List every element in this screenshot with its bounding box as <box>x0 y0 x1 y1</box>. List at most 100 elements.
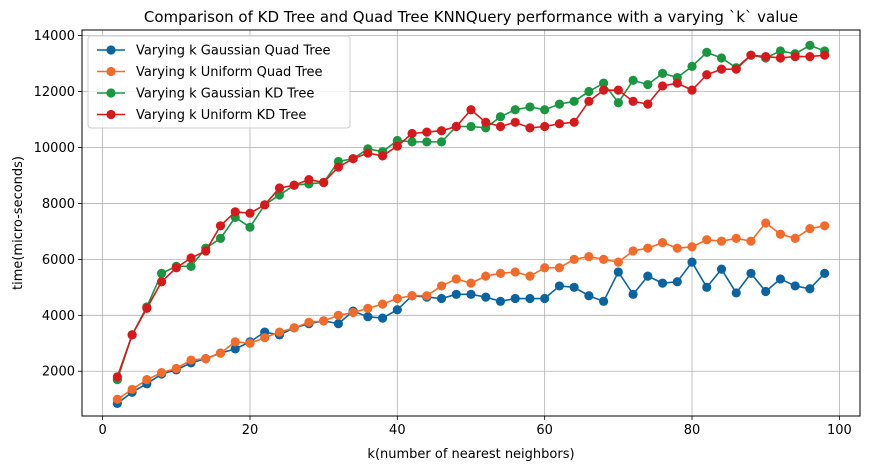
data-point <box>746 268 756 278</box>
data-point <box>377 151 388 161</box>
data-point <box>510 105 520 115</box>
plot-frame <box>81 29 861 417</box>
x-tick-label: 100 <box>827 423 852 438</box>
data-point <box>525 102 535 112</box>
data-point <box>481 271 491 281</box>
data-point <box>569 117 579 127</box>
data-point <box>628 96 638 106</box>
data-point <box>687 242 697 252</box>
data-point <box>289 323 299 333</box>
data-point <box>657 278 668 288</box>
data-point <box>245 338 255 348</box>
data-point <box>820 268 830 278</box>
data-point <box>156 268 167 278</box>
data-point <box>510 267 520 277</box>
x-tick-label: 20 <box>242 423 259 438</box>
data-point <box>584 96 594 106</box>
y-axis-label: time(micro-seconds) <box>11 156 26 290</box>
data-point <box>554 119 565 129</box>
legend-label: Varying k Uniform Quad Tree <box>136 65 323 80</box>
data-point <box>407 137 417 147</box>
data-point <box>525 293 535 304</box>
data-point <box>333 319 343 329</box>
x-tick-label: 0 <box>98 423 106 438</box>
data-point <box>451 121 461 132</box>
data-point <box>702 47 712 57</box>
data-point <box>348 307 358 318</box>
data-point <box>540 263 550 273</box>
data-point <box>569 254 579 264</box>
data-point <box>260 200 270 210</box>
x-axis-label: k(number of nearest neighbors) <box>367 447 574 462</box>
data-point <box>481 117 491 127</box>
y-tick-label: 14000 <box>34 29 75 44</box>
data-point <box>790 233 800 243</box>
data-point <box>805 223 815 234</box>
data-point <box>510 117 520 127</box>
data-point <box>716 236 727 246</box>
data-point <box>731 64 741 74</box>
data-point <box>525 123 535 133</box>
data-point <box>215 233 226 243</box>
data-point <box>775 274 786 284</box>
data-point <box>775 46 786 56</box>
series-lines <box>112 40 830 409</box>
data-point <box>186 261 196 271</box>
data-point <box>687 61 697 71</box>
axis-ticks: 0 20 40 60 80 100 2000 4000 6000 8000 10000 12000 14… <box>34 29 852 438</box>
data-point <box>599 296 609 306</box>
data-point <box>436 137 447 147</box>
data-point <box>333 310 343 320</box>
data-point <box>775 53 786 63</box>
data-point <box>613 85 623 95</box>
data-point <box>274 327 285 337</box>
data-point <box>657 68 668 78</box>
data-point <box>746 50 756 60</box>
data-point <box>451 289 461 299</box>
data-point <box>554 99 565 109</box>
data-point <box>628 75 638 85</box>
y-tick-label: 2000 <box>42 365 75 380</box>
data-point <box>584 86 594 97</box>
data-point <box>466 278 476 288</box>
data-point <box>775 229 786 239</box>
data-point <box>761 218 771 228</box>
legend-label: Varying k Gaussian Quad Tree <box>136 44 330 59</box>
data-point <box>643 99 653 109</box>
data-point <box>731 288 741 298</box>
series-group <box>112 50 830 382</box>
data-point <box>540 105 550 115</box>
data-point <box>584 251 594 262</box>
data-point <box>805 40 815 50</box>
data-point <box>820 50 830 60</box>
data-point <box>142 303 152 313</box>
data-point <box>363 148 373 158</box>
data-point <box>554 281 565 291</box>
data-point <box>628 289 638 299</box>
x-tick-label: 40 <box>389 423 406 438</box>
data-point <box>436 126 447 136</box>
data-point <box>613 257 623 267</box>
data-point <box>672 243 682 253</box>
data-point <box>761 51 771 62</box>
data-point <box>702 235 712 245</box>
data-point <box>599 78 609 88</box>
data-point <box>363 303 373 313</box>
data-point <box>422 291 432 301</box>
y-tick-label: 8000 <box>42 197 75 212</box>
series-group <box>112 218 830 404</box>
legend-swatch-marker <box>106 109 116 120</box>
data-point <box>127 330 137 340</box>
data-point <box>584 291 594 301</box>
data-point <box>333 162 343 172</box>
data-point <box>466 289 476 299</box>
legend-swatch-marker <box>106 88 116 98</box>
data-point <box>687 257 697 267</box>
y-tick-label: 10000 <box>34 141 75 156</box>
data-point <box>761 286 771 297</box>
data-point <box>672 78 682 88</box>
data-point <box>245 208 255 218</box>
data-point <box>540 121 550 132</box>
data-point <box>495 121 506 132</box>
